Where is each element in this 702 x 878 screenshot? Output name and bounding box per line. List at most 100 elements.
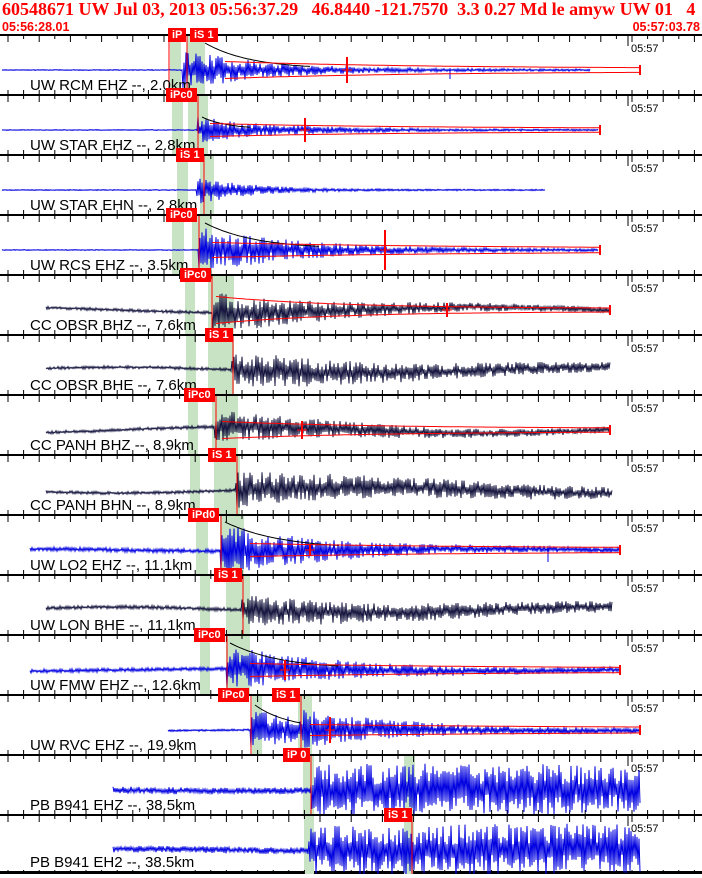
window-end-time: 05:57:03.78 [632, 20, 700, 34]
trace-canvas[interactable]: 05:57 [0, 696, 702, 754]
trace-panel-UW-RCM[interactable]: 05:57 iP iS 1 UW RCM EHZ --, 2.0km [0, 28, 702, 94]
trace-canvas[interactable]: 05:57 [0, 456, 702, 514]
trace-canvas[interactable]: 05:57 [0, 396, 702, 454]
minute-tick-label: 05:57 [631, 523, 659, 535]
station-label: PB B941 EH2 --, 38.5km [30, 854, 195, 871]
waveform[interactable] [45, 472, 613, 508]
trace-panel-PB-B941[interactable]: 05:57 iS 1 PB B941 EH2 --, 38.5km [0, 808, 702, 874]
pick-uncertainty-band [172, 216, 184, 274]
event-header: 60548671 UW Jul 03, 2013 05:56:37.29 46.… [0, 0, 702, 34]
station-label: UW LO2 EHZ --, 11.1km [30, 557, 193, 574]
pick-flag-iS-1[interactable]: iS 1 [176, 148, 204, 162]
minute-tick-label: 05:57 [631, 703, 659, 715]
minute-tick-label: 05:57 [631, 223, 659, 235]
time-range-bar: 05:56:28.01 05:57:03.78 [2, 19, 700, 34]
waveform[interactable] [112, 823, 641, 874]
minute-tick-label: 05:57 [631, 823, 659, 835]
trace-panel-UW-LON[interactable]: 05:57 iS 1 UW LON BHE --, 11.1km [0, 568, 702, 634]
trace-canvas[interactable]: 05:57 [0, 636, 702, 694]
waveform[interactable] [29, 649, 621, 688]
station-label: CC PANH BHZ --, 8.9km [30, 437, 194, 454]
trace-canvas[interactable]: 05:57 [0, 276, 702, 334]
pick-uncertainty-band [188, 396, 198, 454]
pick-flag-iS-1[interactable]: iS 1 [208, 448, 236, 462]
station-label: UW FMW EHZ --, 12.6km [30, 677, 201, 694]
pick-flag-iS-1[interactable]: iS 1 [384, 808, 412, 822]
trace-panel-CC-OBSR[interactable]: 05:57 iS 1 CC OBSR BHE --, 7.6km [0, 328, 702, 394]
trace-panel-CC-OBSR[interactable]: 05:57 iPc0 CC OBSR BHZ --, 7.6km [0, 268, 702, 334]
coda-envelope-upper [211, 242, 599, 248]
pick-uncertainty-band [170, 36, 181, 94]
station-label: CC PANH BHN --, 8.9km [30, 497, 196, 514]
trace-panel-UW-RVC[interactable]: 05:57 iPc0 iS 1 UW RVC EHZ --, 19.9km [0, 688, 702, 754]
pick-flag-iS-1[interactable]: iS 1 [205, 328, 233, 342]
window-start-time: 05:56:28.01 [2, 20, 70, 34]
minute-tick-label: 05:57 [631, 283, 659, 295]
pick-uncertainty-band [172, 96, 183, 154]
pick-flag-iPc0[interactable]: iPc0 [166, 88, 197, 102]
pick-flag-iPd0[interactable]: iPd0 [188, 508, 220, 522]
trace-panel-UW-RCS[interactable]: 05:57 iPc0 UW RCS EHZ --, 3.5km [0, 208, 702, 274]
trace-panel-CC-PANH[interactable]: 05:57 iPc0 CC PANH BHZ --, 8.9km [0, 388, 702, 454]
trace-canvas[interactable]: 05:57 [0, 216, 702, 274]
trace-canvas[interactable]: 05:57 [0, 816, 702, 874]
coda-envelope-lower [215, 311, 609, 324]
coda-envelope-upper [249, 663, 620, 668]
trace-canvas[interactable]: 05:57 [0, 156, 702, 214]
pick-uncertainty-band [303, 756, 314, 814]
minute-tick-label: 05:57 [631, 43, 659, 55]
minute-tick-label: 05:57 [631, 763, 659, 775]
station-label: UW STAR EHZ --, 2.8km [30, 137, 196, 154]
trace-panel-CC-PANH[interactable]: 05:57 iS 1 CC PANH BHN --, 8.9km [0, 448, 702, 514]
pick-flag-iS-1[interactable]: iS 1 [214, 568, 242, 582]
waveform[interactable] [167, 710, 641, 748]
minute-tick-label: 05:57 [631, 583, 659, 595]
pick-uncertainty-band [200, 576, 210, 634]
minute-tick-label: 05:57 [631, 343, 659, 355]
pick-flag-iP-0[interactable]: iP 0 [283, 748, 311, 762]
waveform[interactable] [112, 763, 641, 814]
trace-canvas[interactable]: 05:57 [0, 576, 702, 634]
minute-tick-label: 05:57 [631, 163, 659, 175]
waveform[interactable] [1, 116, 599, 143]
waveform[interactable] [1, 178, 546, 204]
pick-flag-iP[interactable]: iP [168, 28, 187, 42]
station-label: UW STAR EHN --, 2.8km [30, 197, 198, 214]
trace-panel-UW-STAR[interactable]: 05:57 iPc0 UW STAR EHZ --, 2.8km [0, 88, 702, 154]
pick-flag-iPc0[interactable]: iPc0 [166, 208, 197, 222]
waveform[interactable] [45, 411, 611, 441]
coda-envelope-upper [209, 123, 600, 129]
pick-flag-iPc0[interactable]: iPc0 [218, 688, 249, 702]
coda-envelope-upper [224, 61, 639, 69]
coda-envelope-upper [310, 724, 640, 728]
trace-panel-UW-LO2[interactable]: 05:57 iPd0 UW LO2 EHZ --, 11.1km [0, 508, 702, 574]
station-label: UW LON BHE --, 11.1km [30, 617, 196, 634]
coda-envelope-lower [221, 431, 609, 439]
pick-flag-iS-1[interactable]: iS 1 [272, 688, 300, 702]
waveform[interactable] [29, 527, 621, 574]
pick-flag-iPc0[interactable]: iPc0 [184, 388, 215, 402]
trace-canvas[interactable]: 05:57 [0, 36, 702, 94]
trace-panel-UW-STAR[interactable]: 05:57 iS 1 UW STAR EHN --, 2.8km [0, 148, 702, 214]
trace-canvas[interactable]: 05:57 [0, 516, 702, 574]
coda-decay-curve [204, 222, 320, 247]
coda-decay-curve [254, 704, 301, 724]
minute-tick-label: 05:57 [631, 403, 659, 415]
trace-panel-PB-B941[interactable]: 05:57 iP 0 PB B941 EHZ --, 38.5km [0, 748, 702, 814]
trace-panel-UW-FMW[interactable]: 05:57 iPc0 UW FMW EHZ --, 12.6km [0, 628, 702, 694]
pick-flag-iPc0[interactable]: iPc0 [194, 628, 225, 642]
waveform[interactable] [45, 596, 613, 626]
pick-flag-iS-1[interactable]: iS 1 [190, 28, 218, 42]
coda-decay-curve [204, 42, 311, 67]
waveform[interactable] [1, 228, 599, 269]
coda-envelope-lower [310, 732, 640, 736]
pick-uncertainty-band [190, 456, 200, 514]
waveform[interactable] [45, 354, 611, 387]
pick-uncertainty-band [186, 336, 196, 394]
coda-envelope-lower [211, 252, 599, 258]
pick-flag-iPc0[interactable]: iPc0 [180, 268, 211, 282]
trace-canvas[interactable]: 05:57 [0, 96, 702, 154]
station-label: CC OBSR BHE --, 7.6km [30, 377, 197, 394]
minute-tick-label: 05:57 [631, 643, 659, 655]
